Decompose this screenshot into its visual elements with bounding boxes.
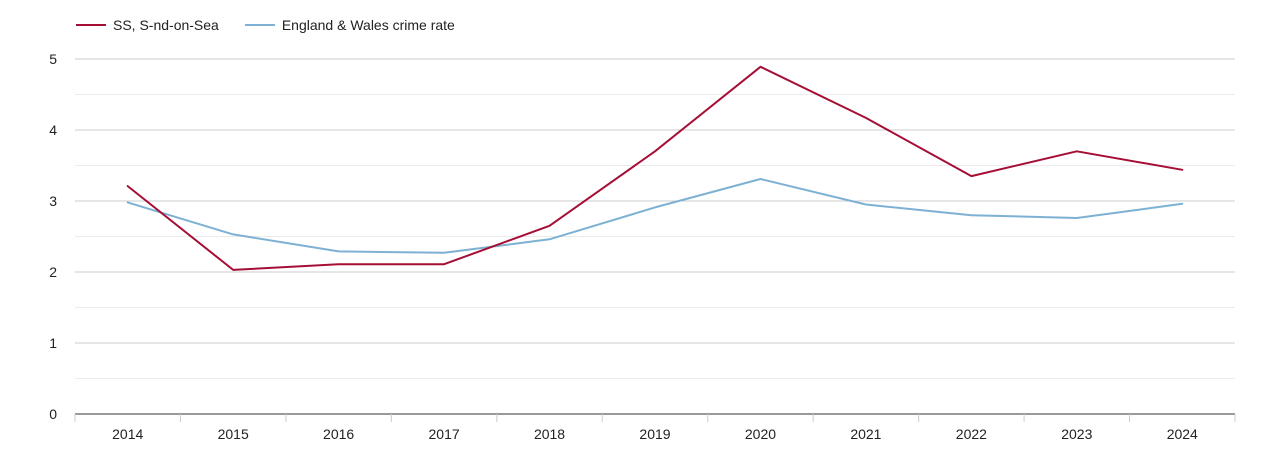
series-lines [126,65,1184,271]
y-tick-label: 2 [49,264,57,280]
x-tick-label: 2022 [956,426,987,442]
x-tick-label: 2024 [1167,426,1198,442]
y-tick-label: 5 [49,51,57,67]
x-tick-label: 2021 [850,426,881,442]
x-tick-label: 2019 [639,426,670,442]
y-tick-label: 0 [49,406,57,422]
legend-item-ss-southend[interactable]: SS, S-nd-on-Sea [76,17,219,33]
y-tick-label: 3 [49,193,57,209]
series-line-ss-southend [126,65,1184,271]
legend-swatch-england-wales [244,24,275,26]
y-tick-label: 4 [49,122,57,138]
x-tick-label: 2018 [534,426,565,442]
x-tick-label: 2014 [112,426,143,442]
x-tick-label: 2020 [745,426,776,442]
y-tick-label: 1 [49,335,57,351]
chart-legend: SS, S-nd-on-Sea England & Wales crime ra… [76,14,455,36]
legend-label-ss-southend: SS, S-nd-on-Sea [113,17,219,33]
series-line-england-wales [126,178,1184,254]
legend-label-england-wales: England & Wales crime rate [281,17,455,33]
x-tick-label: 2016 [323,426,354,442]
x-tick-label: 2023 [1061,426,1092,442]
legend-swatch-ss-southend [76,24,106,26]
legend-item-england-wales[interactable]: England & Wales crime rate [244,17,455,33]
axes: 0 1 2 3 4 5 2014 2015 2016 2017 2018 2019 2020 2021 20… [49,51,1236,442]
x-tick-label: 2015 [218,426,249,442]
grid-lines [75,58,1235,379]
x-tick-label: 2017 [429,426,460,442]
